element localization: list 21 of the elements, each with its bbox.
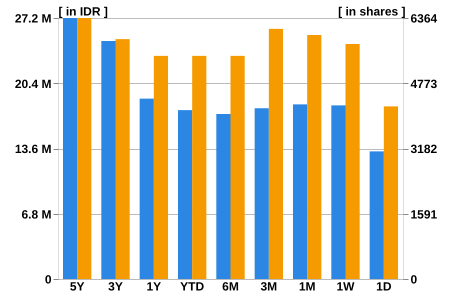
y2-tick-label: 3182 xyxy=(410,142,438,156)
y-tick-label: 13.6 M xyxy=(14,142,52,156)
y2-axis-title: [ in shares ] xyxy=(338,4,406,18)
y2-tick-label: 1591 xyxy=(410,207,438,222)
y-tick-label: 6.8 M xyxy=(21,207,52,222)
x-tick-label: 1W xyxy=(336,280,356,294)
y2-tick-label: 4773 xyxy=(410,76,438,91)
y-tick-label: 20.4 M xyxy=(14,76,52,91)
x-tick-label: 6M xyxy=(222,280,239,294)
x-tick-label: YTD xyxy=(180,280,204,294)
x-tick-label: 1D xyxy=(376,280,392,294)
x-tick-label: 3M xyxy=(260,280,278,294)
y-tick-label: 0 xyxy=(44,272,52,286)
y2-tick-label: 0 xyxy=(410,272,418,286)
x-tick-label: 1Y xyxy=(146,280,162,294)
x-tick-label: 1M xyxy=(298,280,316,294)
x-tick-label: 5Y xyxy=(70,280,85,294)
y2-tick-label: 6364 xyxy=(410,12,438,26)
x-tick-label: 3Y xyxy=(108,280,123,294)
y-tick-label: 27.2 M xyxy=(14,12,52,26)
y-axis-title: [ in IDR ] xyxy=(58,4,108,18)
